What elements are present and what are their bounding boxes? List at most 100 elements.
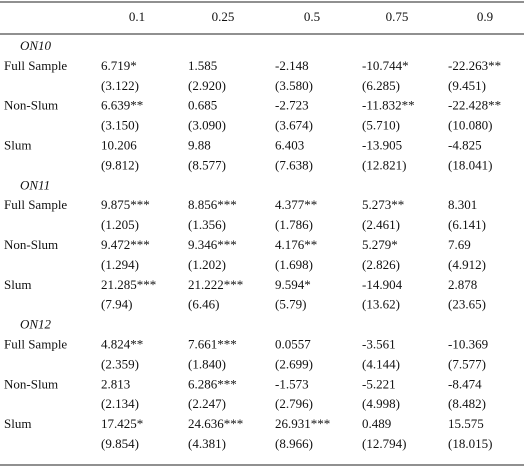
- std-error: (2.920): [188, 78, 226, 93]
- estimate: 0.0557: [275, 336, 311, 351]
- row-label: Full Sample: [4, 197, 67, 212]
- std-error: (1.294): [101, 257, 139, 272]
- estimate: -8.474: [448, 376, 482, 391]
- std-error: (2.796): [275, 396, 313, 411]
- std-error: (3.150): [101, 118, 139, 133]
- estimate: 26.931***: [275, 416, 330, 431]
- std-error: (1.202): [188, 257, 226, 272]
- estimate: 17.425*: [101, 416, 143, 431]
- row-label: Non-Slum: [4, 376, 58, 391]
- row-label: Non-Slum: [4, 98, 58, 113]
- column-header: 0.25: [212, 9, 235, 24]
- estimate: -22.263**: [448, 58, 501, 73]
- estimate: 9.88: [188, 137, 211, 152]
- estimate: -14.904: [362, 277, 403, 292]
- estimate: 7.69: [448, 237, 471, 252]
- std-error: (3.674): [275, 118, 313, 133]
- estimate: 21.222***: [188, 277, 243, 292]
- estimate: 8.856***: [188, 197, 237, 212]
- std-error: (3.580): [275, 78, 313, 93]
- std-error: (9.854): [101, 436, 139, 451]
- std-error: (18.041): [448, 157, 492, 172]
- estimate: 9.594*: [275, 277, 311, 292]
- std-error: (2.359): [101, 356, 139, 371]
- std-error: (5.710): [362, 118, 400, 133]
- std-error: (3.090): [188, 118, 226, 133]
- std-error: (9.451): [448, 78, 486, 93]
- estimate: 6.286***: [188, 376, 237, 391]
- estimate: 5.273**: [362, 197, 404, 212]
- estimate: -3.561: [362, 336, 396, 351]
- row-label: Full Sample: [4, 336, 67, 351]
- std-error: (6.285): [362, 78, 400, 93]
- estimate: 4.176**: [275, 237, 317, 252]
- estimate: 6.639**: [101, 98, 143, 113]
- column-header: 0.1: [129, 9, 145, 24]
- column-header: 0.5: [304, 9, 320, 24]
- estimate: 9.346***: [188, 237, 237, 252]
- estimate: 9.875***: [101, 197, 150, 212]
- std-error: (8.482): [448, 396, 486, 411]
- std-error: (7.577): [448, 356, 486, 371]
- std-error: (23.65): [448, 297, 486, 312]
- std-error: (8.577): [188, 157, 226, 172]
- std-error: (4.912): [448, 257, 486, 272]
- std-error: (1.356): [188, 217, 226, 232]
- std-error: (8.966): [275, 436, 313, 451]
- std-error: (7.638): [275, 157, 313, 172]
- estimate: 0.685: [188, 98, 217, 113]
- std-error: (1.205): [101, 217, 139, 232]
- estimate: 8.301: [448, 197, 477, 212]
- estimate: 24.636***: [188, 416, 243, 431]
- column-header: 0.75: [386, 9, 409, 24]
- row-label: Slum: [4, 416, 31, 431]
- std-error: (1.840): [188, 356, 226, 371]
- estimate: -2.148: [275, 58, 309, 73]
- row-label: Non-Slum: [4, 237, 58, 252]
- estimate: 9.472***: [101, 237, 150, 252]
- std-error: (9.812): [101, 157, 139, 172]
- estimate: 0.489: [362, 416, 391, 431]
- std-error: (4.144): [362, 356, 400, 371]
- estimate: 21.285***: [101, 277, 156, 292]
- std-error: (3.122): [101, 78, 139, 93]
- std-error: (10.080): [448, 118, 492, 133]
- row-label: Slum: [4, 277, 31, 292]
- estimate: -11.832**: [362, 98, 415, 113]
- std-error: (6.46): [188, 297, 219, 312]
- std-error: (2.699): [275, 356, 313, 371]
- estimate: 1.585: [188, 58, 217, 73]
- std-error: (2.461): [362, 217, 400, 232]
- estimate: -10.744*: [362, 58, 409, 73]
- estimate: 4.824**: [101, 336, 143, 351]
- std-error: (2.134): [101, 396, 139, 411]
- estimate: 5.279*: [362, 237, 398, 252]
- estimate: -2.723: [275, 98, 309, 113]
- estimate: 2.878: [448, 277, 477, 292]
- estimate: -4.825: [448, 137, 482, 152]
- estimate: 6.403: [275, 137, 304, 152]
- std-error: (12.794): [362, 436, 406, 451]
- estimate: 4.377**: [275, 197, 317, 212]
- section-title: ON12: [20, 317, 52, 332]
- section-title: ON10: [20, 38, 52, 53]
- std-error: (12.821): [362, 157, 406, 172]
- estimate: -13.905: [362, 137, 402, 152]
- estimate: 15.575: [448, 416, 484, 431]
- std-error: (4.381): [188, 436, 226, 451]
- estimate: 6.719*: [101, 58, 137, 73]
- estimate: 10.206: [101, 137, 137, 152]
- std-error: (7.94): [101, 297, 132, 312]
- std-error: (5.79): [275, 297, 306, 312]
- column-header: 0.9: [477, 9, 493, 24]
- std-error: (1.786): [275, 217, 313, 232]
- section-title: ON11: [20, 177, 50, 192]
- estimate: -1.573: [275, 376, 309, 391]
- row-label: Full Sample: [4, 58, 67, 73]
- row-label: Slum: [4, 137, 31, 152]
- estimate: -10.369: [448, 336, 488, 351]
- std-error: (2.247): [188, 396, 226, 411]
- estimate: -22.428**: [448, 98, 501, 113]
- std-error: (4.998): [362, 396, 400, 411]
